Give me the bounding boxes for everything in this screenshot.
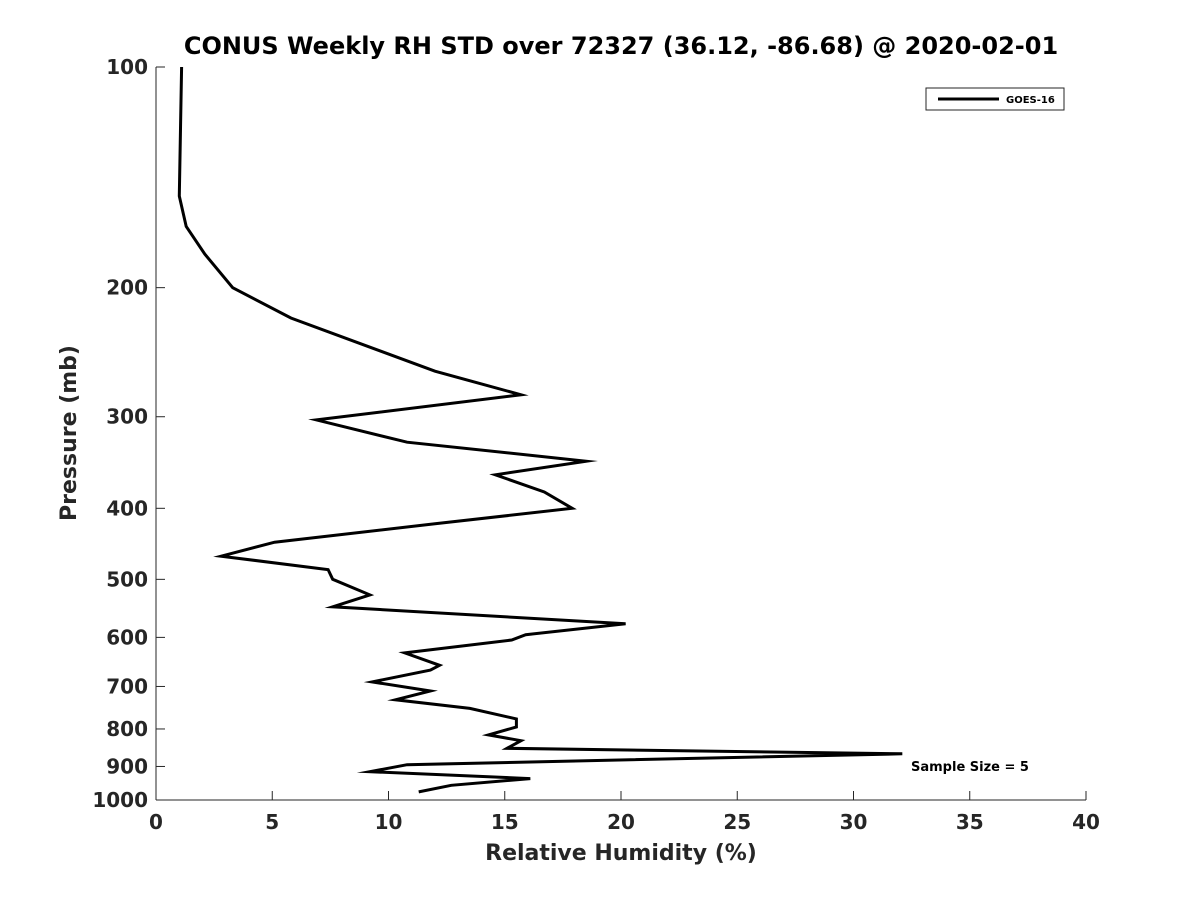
x-tick-label: 25	[723, 810, 751, 834]
sample-size-annotation: Sample Size = 5	[911, 760, 1029, 775]
chart-title: CONUS Weekly RH STD over 72327 (36.12, -…	[184, 32, 1058, 60]
y-ticks: 100 200 300 400 500 600 700 800 900 1000	[92, 55, 165, 812]
plot-area	[156, 67, 1086, 800]
legend-label-goes-16: GOES-16	[1006, 95, 1055, 106]
x-tick-label: 5	[265, 810, 279, 834]
y-tick-label: 500	[106, 567, 148, 591]
y-tick-label: 800	[106, 717, 148, 741]
x-tick-label: 35	[956, 810, 984, 834]
x-tick-label: 10	[375, 810, 403, 834]
y-tick-label: 600	[106, 625, 148, 649]
x-ticks: 0 5 10 15 20 25 30 35 40	[149, 791, 1100, 834]
series-layer	[177, 66, 903, 794]
y-tick-label: 400	[106, 496, 148, 520]
x-tick-label: 15	[491, 810, 519, 834]
y-tick-label: 100	[106, 55, 148, 79]
y-tick-label: 200	[106, 276, 148, 300]
y-tick-label: 900	[106, 754, 148, 778]
legend: GOES-16	[925, 87, 1065, 111]
x-tick-label: 0	[149, 810, 163, 834]
x-tick-label: 20	[607, 810, 635, 834]
x-tick-label: 30	[840, 810, 868, 834]
y-tick-label: 300	[106, 405, 148, 429]
x-axis-label: Relative Humidity (%)	[485, 841, 757, 866]
series-line-goes-16	[177, 66, 903, 794]
y-tick-label: 1000	[92, 788, 148, 812]
y-tick-label: 700	[106, 674, 148, 698]
y-axis-label: Pressure (mb)	[57, 345, 82, 521]
x-tick-label: 40	[1072, 810, 1100, 834]
